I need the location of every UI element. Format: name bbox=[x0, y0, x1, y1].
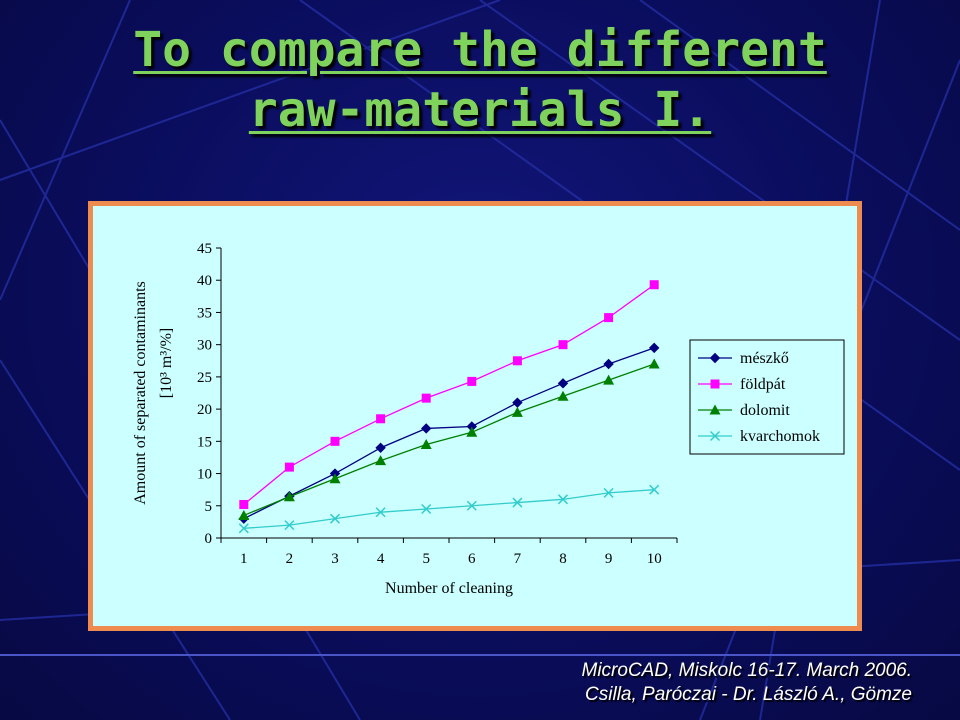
data-point-diamond bbox=[420, 423, 432, 434]
data-point-triangle bbox=[329, 473, 341, 484]
y-tick-label: 25 bbox=[197, 370, 212, 386]
x-tick-label: 6 bbox=[468, 551, 476, 567]
y-tick-label: 10 bbox=[197, 467, 212, 483]
legend-label: kvarchomok bbox=[740, 428, 820, 445]
data-point-x bbox=[649, 484, 660, 495]
slide-footer: MicroCAD, Miskolc 16-17. March 2006. Csi… bbox=[582, 659, 913, 707]
data-point-triangle bbox=[603, 374, 615, 385]
chart-frame: 0 5 10 15 20 25 30 35 40 45 1 2 3 4 5 6 7 8 9 10 Number of c… bbox=[88, 201, 862, 631]
data-point-square bbox=[649, 280, 659, 290]
legend-label: földpát bbox=[740, 376, 786, 393]
legend-marker-triangle bbox=[709, 404, 721, 415]
data-point-triangle bbox=[557, 390, 569, 401]
data-point-square bbox=[239, 499, 249, 509]
data-point-x bbox=[284, 520, 295, 531]
data-point-square bbox=[284, 462, 294, 472]
data-point-square bbox=[558, 340, 568, 350]
x-axis-label: Number of cleaning bbox=[385, 580, 513, 597]
legend-marker-x bbox=[709, 430, 721, 442]
series-line-x bbox=[243, 489, 655, 529]
x-tick-label: 4 bbox=[377, 551, 385, 567]
y-tick-label: 20 bbox=[197, 402, 212, 418]
y-tick-label: 35 bbox=[197, 305, 212, 321]
data-point-square bbox=[604, 313, 614, 323]
legend-marker-diamond bbox=[709, 352, 721, 364]
footer-authors: Csilla, Paróczai - Dr. László A., Gömze bbox=[585, 684, 912, 705]
series-line-square bbox=[243, 284, 655, 505]
data-point-diamond bbox=[603, 358, 614, 370]
series-line-diamond bbox=[243, 347, 655, 520]
y-tick-label: 45 bbox=[197, 241, 212, 257]
title-line-1: To compare the different bbox=[133, 22, 827, 78]
data-point-triangle bbox=[420, 439, 432, 450]
data-point-triangle bbox=[511, 406, 523, 417]
data-point-diamond bbox=[557, 378, 569, 389]
title-line-2: raw-materials I. bbox=[248, 82, 712, 138]
y-tick-label: 30 bbox=[197, 338, 212, 354]
data-point-triangle bbox=[375, 455, 387, 466]
data-point-diamond bbox=[512, 397, 523, 408]
data-point-x bbox=[421, 503, 432, 515]
x-tick-label: 9 bbox=[605, 551, 613, 567]
y-tick-label: 5 bbox=[205, 499, 213, 515]
data-point-square bbox=[376, 414, 386, 424]
legend-label: dolomit bbox=[740, 402, 790, 419]
data-point-x bbox=[375, 507, 386, 518]
y-axis-label: Amount of separated contaminants bbox=[132, 281, 149, 505]
x-tick-label: 3 bbox=[331, 551, 339, 567]
data-point-diamond bbox=[648, 342, 660, 354]
y-tick-label: 0 bbox=[205, 531, 213, 547]
x-tick-label: 2 bbox=[286, 551, 294, 567]
legend-marker-square bbox=[710, 379, 720, 389]
y-tick-label: 15 bbox=[197, 434, 212, 450]
data-point-x bbox=[512, 497, 523, 508]
x-tick-label: 7 bbox=[514, 551, 522, 567]
legend-label: mészkő bbox=[740, 350, 789, 367]
data-point-triangle bbox=[648, 358, 660, 369]
data-point-x bbox=[557, 494, 569, 505]
data-point-triangle bbox=[466, 426, 478, 437]
slide-title: To compare the different raw-materials I… bbox=[0, 20, 960, 140]
series-line-triangle bbox=[243, 363, 655, 517]
data-point-square bbox=[421, 393, 431, 403]
y-axis-unit-label: [10³ m³/%] bbox=[158, 328, 175, 398]
data-point-diamond bbox=[375, 442, 386, 453]
data-point-triangle bbox=[238, 509, 250, 520]
data-point-triangle bbox=[283, 491, 295, 502]
data-point-x bbox=[329, 513, 341, 524]
x-tick-label: 1 bbox=[240, 551, 248, 567]
data-point-square bbox=[330, 436, 340, 446]
x-tick-label: 8 bbox=[559, 551, 567, 567]
data-point-x bbox=[466, 500, 477, 511]
data-point-x bbox=[603, 487, 614, 498]
data-point-x bbox=[238, 523, 249, 534]
x-tick-label: 10 bbox=[647, 551, 662, 567]
data-point-square bbox=[467, 376, 477, 386]
x-tick-label: 5 bbox=[422, 551, 430, 567]
y-tick-label: 40 bbox=[197, 273, 212, 289]
data-point-square bbox=[512, 356, 522, 366]
footer-conference: MicroCAD, Miskolc 16-17. March 2006. bbox=[581, 660, 913, 681]
